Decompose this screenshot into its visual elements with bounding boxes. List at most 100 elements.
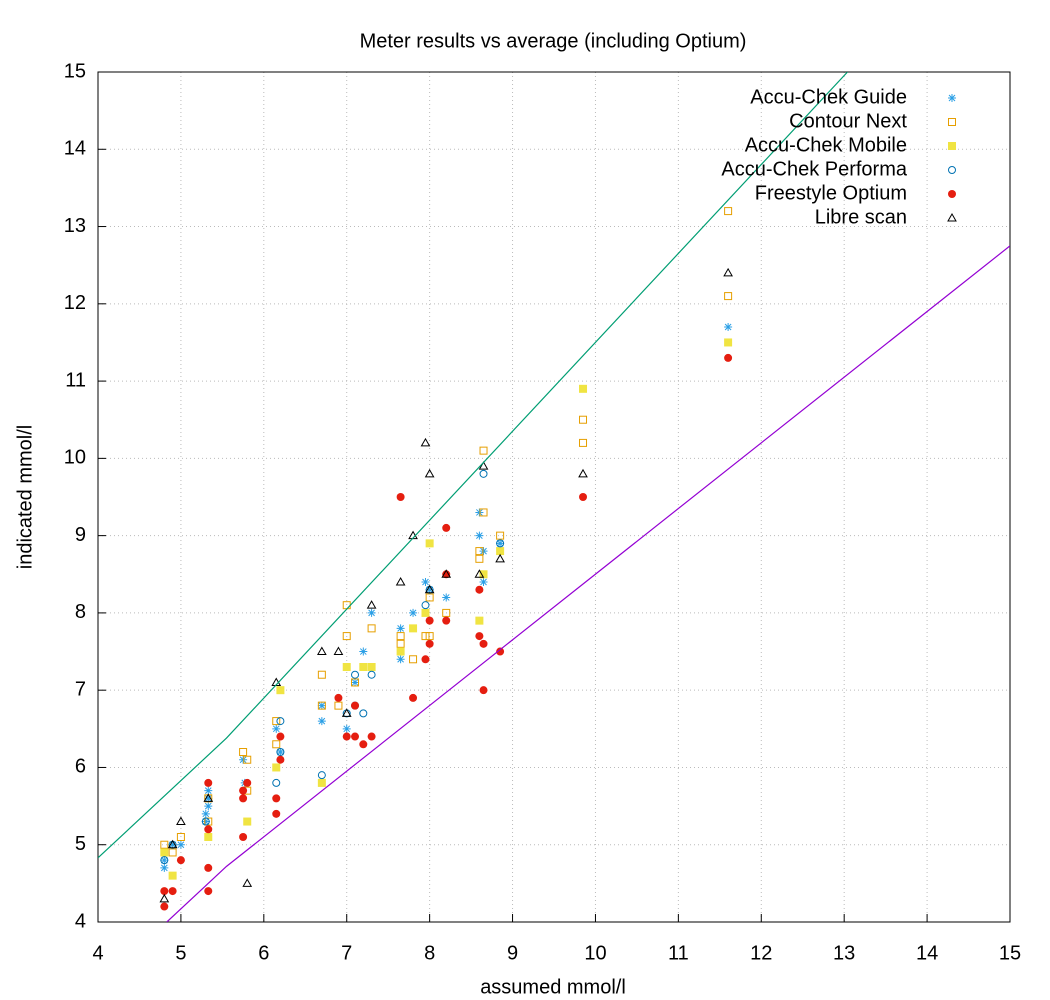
circle-point bbox=[351, 732, 360, 741]
asterisk-point bbox=[317, 701, 326, 710]
asterisk-point bbox=[342, 724, 351, 733]
circle-point bbox=[496, 539, 505, 548]
circle-point bbox=[204, 863, 213, 872]
triangle-point bbox=[395, 576, 406, 586]
circle-point bbox=[239, 786, 248, 795]
asterisk-point bbox=[421, 578, 430, 586]
square-point bbox=[425, 539, 434, 548]
square-point bbox=[204, 833, 213, 841]
triangle-point bbox=[176, 816, 186, 826]
legend-label: Contour Next bbox=[789, 110, 907, 132]
square-point bbox=[479, 570, 488, 579]
asterisk-point bbox=[475, 531, 484, 540]
circle-point bbox=[168, 887, 177, 896]
triangle-point bbox=[167, 839, 178, 849]
circle-point bbox=[239, 794, 248, 803]
triangle-point bbox=[420, 437, 431, 447]
square-point bbox=[396, 632, 405, 641]
y-tick-label: 13 bbox=[64, 215, 86, 237]
asterisk-point bbox=[201, 817, 210, 826]
plot-frame bbox=[97, 71, 1011, 923]
asterisk-point bbox=[204, 802, 213, 811]
square-point bbox=[239, 748, 248, 756]
circle-point bbox=[442, 523, 451, 532]
asterisk-point bbox=[176, 840, 185, 849]
triangle-point bbox=[441, 569, 452, 578]
y-tick-label: 8 bbox=[75, 601, 86, 623]
circle-point bbox=[342, 732, 351, 741]
triangle-point bbox=[333, 646, 344, 656]
legend-marker bbox=[947, 212, 957, 222]
y-tick-label: 7 bbox=[75, 678, 86, 700]
legend-marker bbox=[948, 94, 956, 102]
x-tick-label: 10 bbox=[584, 942, 606, 964]
square-point bbox=[342, 601, 351, 610]
legend-label: Accu-Chek Guide bbox=[750, 86, 907, 108]
square-point bbox=[272, 717, 281, 726]
legend-label: Accu-Chek Performa bbox=[721, 158, 907, 180]
square-point bbox=[351, 678, 360, 687]
triangle-point bbox=[723, 267, 733, 277]
circle-point bbox=[176, 856, 185, 865]
circle-point bbox=[724, 353, 733, 362]
square-point bbox=[342, 663, 351, 671]
limit-line bbox=[98, 72, 848, 859]
asterisk-point bbox=[276, 748, 285, 756]
asterisk-point bbox=[367, 608, 376, 617]
asterisk-point bbox=[396, 624, 405, 633]
circle-point bbox=[276, 748, 285, 756]
circle-point bbox=[425, 639, 434, 648]
circle-point bbox=[396, 493, 405, 501]
square-point bbox=[317, 778, 326, 787]
limit-line bbox=[166, 245, 1010, 922]
square-point bbox=[425, 632, 434, 641]
y-tick-label: 4 bbox=[75, 910, 86, 932]
triangle-point bbox=[203, 793, 214, 802]
triangle-point bbox=[474, 569, 485, 578]
square-point bbox=[276, 686, 285, 695]
asterisk-point bbox=[160, 856, 169, 865]
square-point bbox=[579, 438, 588, 447]
x-tick-label: 8 bbox=[424, 942, 435, 964]
square-point bbox=[317, 701, 326, 710]
square-point bbox=[176, 833, 185, 841]
square-point bbox=[579, 415, 588, 424]
y-tick-label: 6 bbox=[75, 756, 86, 778]
circle-point bbox=[425, 616, 434, 625]
y-tick-label: 5 bbox=[75, 833, 86, 855]
asterisk-point bbox=[204, 786, 213, 795]
y-tick-label: 15 bbox=[64, 60, 86, 82]
square-point bbox=[204, 817, 213, 826]
asterisk-point bbox=[479, 578, 488, 586]
x-tick-label: 6 bbox=[258, 942, 269, 964]
asterisk-point bbox=[479, 547, 488, 556]
circle-point bbox=[160, 887, 169, 896]
circle-point bbox=[479, 639, 488, 648]
x-tick-label: 4 bbox=[92, 942, 103, 964]
circle-point bbox=[479, 469, 488, 478]
square-point bbox=[724, 338, 733, 347]
square-point bbox=[396, 639, 405, 648]
circle-point bbox=[442, 616, 451, 625]
asterisk-point bbox=[442, 593, 451, 602]
triangle-point bbox=[159, 893, 170, 903]
square-point bbox=[168, 848, 177, 857]
square-point bbox=[272, 763, 281, 772]
circle-point bbox=[276, 732, 285, 741]
square-point bbox=[243, 755, 252, 764]
triangle-point bbox=[578, 468, 588, 478]
asterisk-point bbox=[168, 840, 177, 849]
asterisk-point bbox=[425, 585, 434, 594]
legend-marker bbox=[948, 166, 956, 174]
circle-point bbox=[359, 709, 368, 718]
asterisk-point bbox=[351, 678, 360, 687]
asterisk-point bbox=[201, 809, 210, 818]
x-tick-label: 11 bbox=[668, 942, 689, 964]
square-point bbox=[409, 655, 418, 664]
square-point bbox=[168, 871, 177, 880]
square-point bbox=[396, 647, 405, 656]
circle-point bbox=[243, 778, 252, 787]
circle-point bbox=[160, 902, 169, 911]
circle-point bbox=[204, 887, 213, 896]
circle-point bbox=[334, 693, 343, 702]
